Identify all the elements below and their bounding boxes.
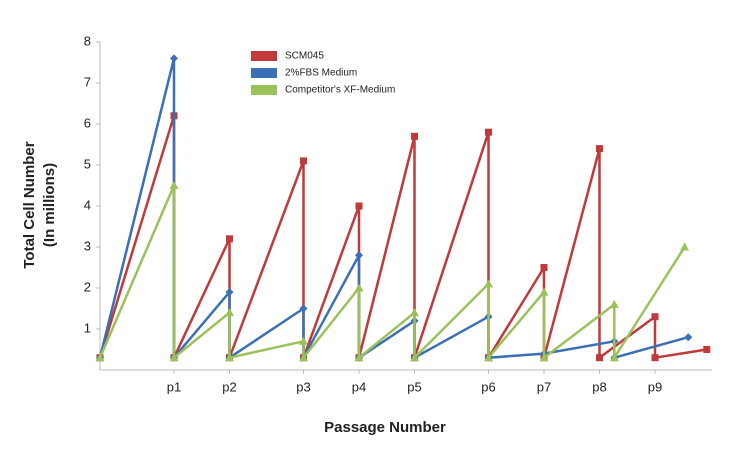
- data-point: [539, 287, 549, 296]
- data-point: [680, 242, 690, 251]
- data-point: [95, 353, 105, 362]
- x-tick-label: p7: [537, 379, 551, 394]
- data-point: [354, 353, 364, 362]
- data-point: [484, 353, 493, 362]
- x-tick-label: p3: [296, 379, 310, 394]
- y-tick-label: 4: [84, 197, 91, 212]
- x-tick-label: p4: [352, 379, 366, 394]
- data-point: [484, 279, 493, 288]
- x-tick-label: p9: [648, 379, 662, 394]
- legend-label: Competitor's XF-Medium: [285, 85, 395, 96]
- y-tick-label: 5: [84, 156, 91, 171]
- data-point: [225, 353, 234, 362]
- data-point: [411, 132, 418, 140]
- data-point: [299, 353, 308, 362]
- data-point: [703, 346, 711, 353]
- y-tick-label: 8: [84, 33, 91, 48]
- data-point: [609, 353, 619, 362]
- data-point: [540, 264, 548, 271]
- data-point: [684, 333, 693, 342]
- y-tick-label: 3: [84, 238, 91, 253]
- data-point: [225, 288, 234, 297]
- x-tick-label: p5: [407, 379, 421, 394]
- data-point: [169, 181, 179, 189]
- y-tick-label: 7: [84, 74, 91, 89]
- data-point: [354, 283, 364, 292]
- data-point: [609, 299, 619, 308]
- x-axis-label: Passage Number: [324, 419, 446, 436]
- data-point: [355, 202, 363, 210]
- data-point: [651, 313, 659, 321]
- data-point: [410, 308, 419, 317]
- y-axis-label-line: Total Cell Number: [21, 141, 38, 268]
- y-tick-label: 2: [84, 279, 91, 294]
- legend-swatch: [251, 85, 277, 95]
- legend-swatch: [251, 51, 277, 61]
- legend-label: SCM045: [285, 51, 324, 62]
- data-point: [539, 353, 549, 362]
- data-point: [355, 251, 363, 260]
- y-axis-label: Total Cell Number (In millions): [21, 141, 58, 268]
- data-point: [596, 354, 603, 362]
- legend-swatch: [251, 68, 277, 78]
- data-point: [485, 128, 492, 136]
- data-point: [299, 304, 308, 313]
- y-tick-label: 1: [84, 320, 91, 335]
- data-point: [170, 54, 178, 63]
- legend-label: 2%FBS Medium: [285, 68, 357, 79]
- x-tick-label: p2: [222, 379, 236, 394]
- series-line: [98, 114, 707, 359]
- data-point: [651, 354, 659, 362]
- data-point: [226, 235, 233, 243]
- data-point: [410, 353, 419, 362]
- x-tick-label: p6: [481, 379, 495, 394]
- y-tick-label: 6: [84, 115, 91, 130]
- data-point: [596, 145, 603, 153]
- x-tick-label: p8: [592, 379, 606, 394]
- x-tick-label: p1: [167, 379, 181, 394]
- data-point: [225, 308, 234, 317]
- data-point: [300, 157, 307, 165]
- data-point: [299, 336, 308, 345]
- y-axis-label-line: (In millions): [41, 163, 58, 247]
- series-line: [98, 184, 686, 359]
- data-point: [169, 353, 179, 362]
